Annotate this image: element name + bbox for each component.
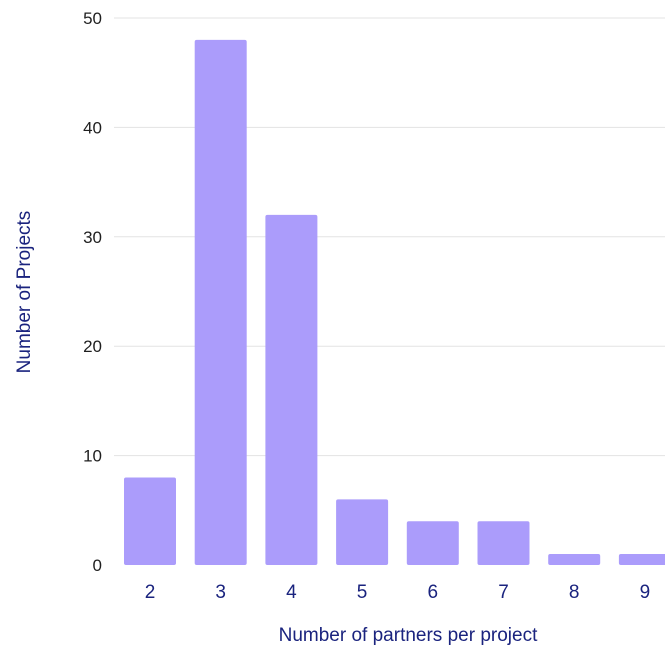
bar-4	[265, 214, 318, 566]
y-tick-label: 40	[83, 118, 102, 137]
x-tick-label: 2	[145, 582, 156, 603]
y-tick-labels: 0 10 20 30 40 50	[83, 9, 102, 575]
y-tick-label: 20	[83, 337, 102, 356]
y-tick-label: 50	[83, 9, 102, 28]
bar-9	[618, 554, 665, 565]
bar-5	[336, 499, 389, 565]
x-axis-title: Number of partners per project	[279, 625, 538, 646]
y-tick-label: 30	[83, 228, 102, 247]
x-tick-label: 7	[498, 582, 509, 603]
x-tick-label: 3	[215, 582, 226, 603]
y-tick-label: 0	[93, 556, 102, 575]
x-tick-label: 5	[357, 582, 368, 603]
bars	[124, 39, 665, 566]
bar-2	[124, 477, 176, 565]
bar-3	[194, 39, 247, 565]
x-tick-label: 4	[286, 582, 297, 603]
bar-8	[548, 554, 601, 565]
y-tick-label: 10	[83, 447, 102, 466]
x-tick-label: 8	[569, 582, 580, 603]
bar-6	[406, 521, 459, 565]
x-tick-label: 6	[428, 582, 439, 603]
x-tick-label: 9	[640, 582, 651, 603]
x-tick-labels: 2 3 4 5 6 7 8 9	[145, 582, 650, 603]
bar-7	[477, 521, 530, 565]
y-axis-title: Number of Projects	[14, 211, 35, 374]
